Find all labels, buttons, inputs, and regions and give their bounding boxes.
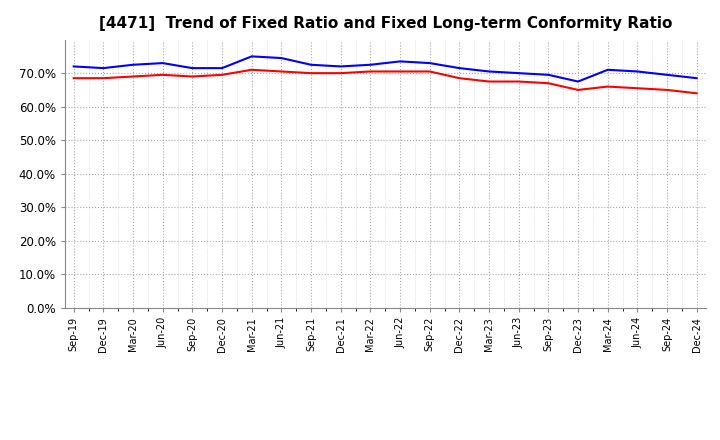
Fixed Ratio (248, 54, 256, 59)
Fixed Ratio (366, 62, 374, 67)
Fixed Ratio (188, 66, 197, 71)
Fixed Ratio (662, 72, 671, 77)
Title: [4471]  Trend of Fixed Ratio and Fixed Long-term Conformity Ratio: [4471] Trend of Fixed Ratio and Fixed Lo… (99, 16, 672, 32)
Fixed Long-term Conformity Ratio (485, 79, 493, 84)
Fixed Long-term Conformity Ratio (366, 69, 374, 74)
Fixed Ratio (307, 62, 315, 67)
Fixed Long-term Conformity Ratio (69, 76, 78, 81)
Fixed Ratio (158, 60, 167, 66)
Fixed Ratio (603, 67, 612, 73)
Fixed Long-term Conformity Ratio (574, 87, 582, 92)
Fixed Ratio (336, 64, 345, 69)
Fixed Ratio (693, 76, 701, 81)
Fixed Long-term Conformity Ratio (188, 74, 197, 79)
Fixed Long-term Conformity Ratio (396, 69, 405, 74)
Fixed Ratio (574, 79, 582, 84)
Fixed Long-term Conformity Ratio (307, 70, 315, 76)
Fixed Long-term Conformity Ratio (99, 76, 108, 81)
Fixed Long-term Conformity Ratio (158, 72, 167, 77)
Fixed Long-term Conformity Ratio (633, 86, 642, 91)
Fixed Long-term Conformity Ratio (544, 81, 553, 86)
Fixed Ratio (69, 64, 78, 69)
Fixed Ratio (485, 69, 493, 74)
Fixed Ratio (544, 72, 553, 77)
Fixed Ratio (426, 60, 434, 66)
Fixed Long-term Conformity Ratio (277, 69, 286, 74)
Fixed Ratio (129, 62, 138, 67)
Fixed Long-term Conformity Ratio (693, 91, 701, 96)
Fixed Ratio (277, 55, 286, 61)
Fixed Long-term Conformity Ratio (603, 84, 612, 89)
Fixed Ratio (99, 66, 108, 71)
Fixed Long-term Conformity Ratio (662, 87, 671, 92)
Fixed Long-term Conformity Ratio (129, 74, 138, 79)
Fixed Ratio (633, 69, 642, 74)
Fixed Long-term Conformity Ratio (455, 76, 464, 81)
Line: Fixed Long-term Conformity Ratio: Fixed Long-term Conformity Ratio (73, 70, 697, 93)
Line: Fixed Ratio: Fixed Ratio (73, 56, 697, 81)
Fixed Ratio (455, 66, 464, 71)
Fixed Long-term Conformity Ratio (336, 70, 345, 76)
Fixed Ratio (514, 70, 523, 76)
Fixed Ratio (217, 66, 226, 71)
Fixed Long-term Conformity Ratio (514, 79, 523, 84)
Fixed Long-term Conformity Ratio (217, 72, 226, 77)
Fixed Long-term Conformity Ratio (248, 67, 256, 73)
Fixed Ratio (396, 59, 405, 64)
Fixed Long-term Conformity Ratio (426, 69, 434, 74)
